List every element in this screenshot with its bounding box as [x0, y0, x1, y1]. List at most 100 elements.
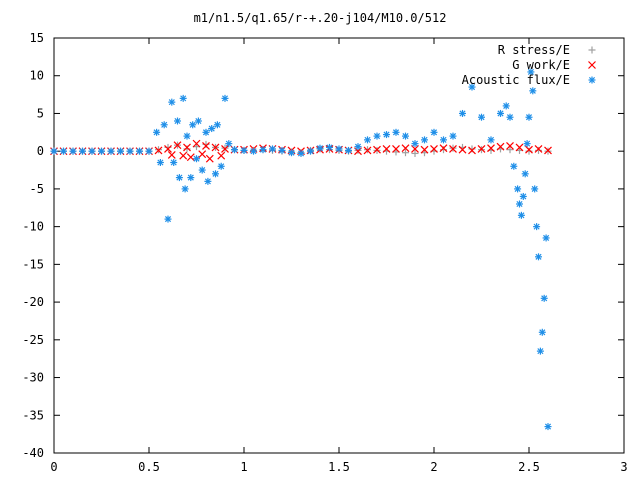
data-point	[373, 132, 381, 140]
y-tick-label: -20	[22, 295, 44, 309]
legend-marker	[588, 76, 596, 84]
data-point	[183, 132, 191, 140]
data-point	[205, 154, 214, 163]
y-tick-label: -35	[22, 408, 44, 422]
data-point	[521, 170, 529, 178]
data-point	[202, 140, 210, 148]
data-point	[527, 68, 535, 76]
data-point	[259, 146, 267, 154]
data-point	[225, 140, 233, 148]
data-point	[173, 141, 182, 150]
data-point	[170, 159, 178, 166]
data-point	[316, 144, 324, 152]
data-point	[439, 144, 448, 153]
data-point	[202, 141, 210, 150]
data-point	[156, 159, 164, 166]
data-point	[217, 162, 225, 170]
data-point	[187, 174, 195, 182]
data-point	[50, 147, 58, 155]
data-point	[153, 128, 161, 136]
data-point	[231, 146, 238, 154]
data-point	[535, 146, 542, 154]
data-point	[240, 146, 248, 154]
data-point	[468, 145, 476, 153]
data-point	[167, 151, 176, 159]
data-point	[221, 94, 229, 102]
data-point	[202, 128, 210, 136]
data-point	[544, 423, 552, 431]
data-point	[88, 147, 96, 155]
y-tick-label: 10	[30, 69, 44, 83]
data-point	[496, 142, 505, 151]
data-point	[468, 83, 476, 91]
legend-label: R stress/E	[498, 43, 570, 57]
data-point	[411, 144, 419, 153]
data-point	[487, 136, 495, 144]
y-tick-label: -40	[22, 446, 44, 460]
data-point	[515, 143, 524, 152]
data-point	[421, 136, 428, 144]
data-point	[186, 153, 195, 162]
data-point	[540, 294, 548, 302]
data-point	[136, 147, 143, 155]
data-point	[468, 146, 476, 155]
data-point	[208, 125, 216, 133]
legend-marker	[588, 46, 596, 54]
data-point	[519, 192, 527, 200]
data-point	[440, 136, 447, 144]
data-point	[382, 144, 391, 153]
data-point	[164, 144, 172, 153]
data-point	[538, 328, 546, 336]
y-tick-label: -5	[30, 182, 44, 196]
data-point	[117, 147, 124, 155]
data-point	[364, 136, 371, 144]
data-point	[211, 143, 220, 152]
data-point	[192, 139, 201, 148]
y-tick-label: 0	[37, 144, 44, 158]
x-tick-label: 0.5	[138, 460, 160, 474]
data-point	[516, 200, 523, 208]
y-tick-label: -25	[22, 333, 44, 347]
data-point	[198, 166, 206, 174]
data-point	[536, 347, 544, 355]
data-point	[168, 98, 176, 106]
data-point	[164, 215, 172, 223]
data-point	[392, 128, 400, 136]
data-point	[514, 185, 522, 193]
data-point	[502, 102, 510, 110]
data-point	[525, 145, 533, 154]
legend-label: G work/E	[512, 58, 570, 72]
data-point	[179, 151, 188, 160]
y-tick-label: -30	[22, 371, 44, 385]
data-point	[401, 144, 410, 153]
data-point	[193, 155, 200, 163]
x-tick-label: 1	[240, 460, 247, 474]
data-point	[487, 144, 495, 153]
data-point	[363, 146, 372, 155]
data-point	[531, 185, 539, 193]
data-point	[497, 109, 504, 117]
data-point	[449, 144, 457, 153]
data-point	[79, 147, 86, 155]
data-point	[179, 94, 187, 102]
data-point	[459, 109, 466, 117]
data-point	[477, 144, 486, 153]
data-point	[335, 145, 343, 153]
data-point	[194, 117, 202, 125]
legend-marker	[588, 61, 596, 69]
data-point	[542, 234, 550, 242]
data-point	[533, 223, 541, 231]
data-point	[383, 131, 390, 139]
data-point	[98, 147, 105, 155]
data-point	[506, 141, 514, 150]
y-tick-label: 5	[37, 106, 44, 120]
data-point	[160, 121, 168, 129]
legend-label: Acoustic flux/E	[462, 73, 570, 87]
axis-ticks: 0 0.5 1 1.5 2 2.5 3 15 10 5 0 -5 -10 -15 -20 -25 -30 -35 -…	[22, 31, 627, 474]
data-point	[154, 146, 163, 155]
data-point	[288, 149, 295, 157]
data-point	[198, 150, 207, 159]
data-point	[213, 121, 221, 129]
data-point	[411, 149, 419, 157]
data-point	[175, 174, 183, 182]
